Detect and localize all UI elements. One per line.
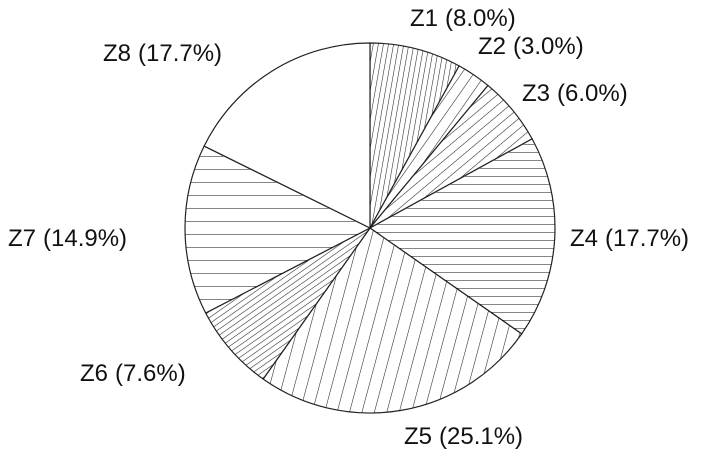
slice-label: Z3 (6.0%) [522,80,628,107]
slice-label: Z7 (14.9%) [8,225,127,252]
pie-slice [184,145,372,314]
category-label: Z7 [8,225,36,252]
category-label: Z1 [410,5,438,32]
pie-slice [262,227,523,414]
slice-label: Z4 (17.7%) [570,225,689,252]
value-label: (6.0%) [557,80,628,107]
value-label: (25.1%) [439,423,523,450]
category-label: Z4 [570,225,598,252]
category-label: Z8 [103,40,131,67]
slice-label: Z2 (3.0%) [478,33,584,60]
value-label: (17.7%) [605,225,689,252]
category-label: Z6 [80,360,108,387]
value-label: (3.0%) [513,33,584,60]
slice-label: Z6 (7.6%) [80,360,186,387]
category-label: Z5 [404,423,432,450]
value-label: (7.6%) [115,360,186,387]
category-label: Z2 [478,33,506,60]
pie-slice [368,138,556,335]
slice-label: Z5 (25.1%) [404,423,523,450]
pie-slice [369,42,460,229]
slice-label: Z1 (8.0%) [410,5,516,32]
value-label: (14.9%) [43,225,127,252]
slice-label: Z8 (17.7%) [103,40,222,67]
category-label: Z3 [522,80,550,107]
value-label: (8.0%) [445,5,516,32]
pie-slice [203,42,371,229]
value-label: (17.7%) [138,40,222,67]
